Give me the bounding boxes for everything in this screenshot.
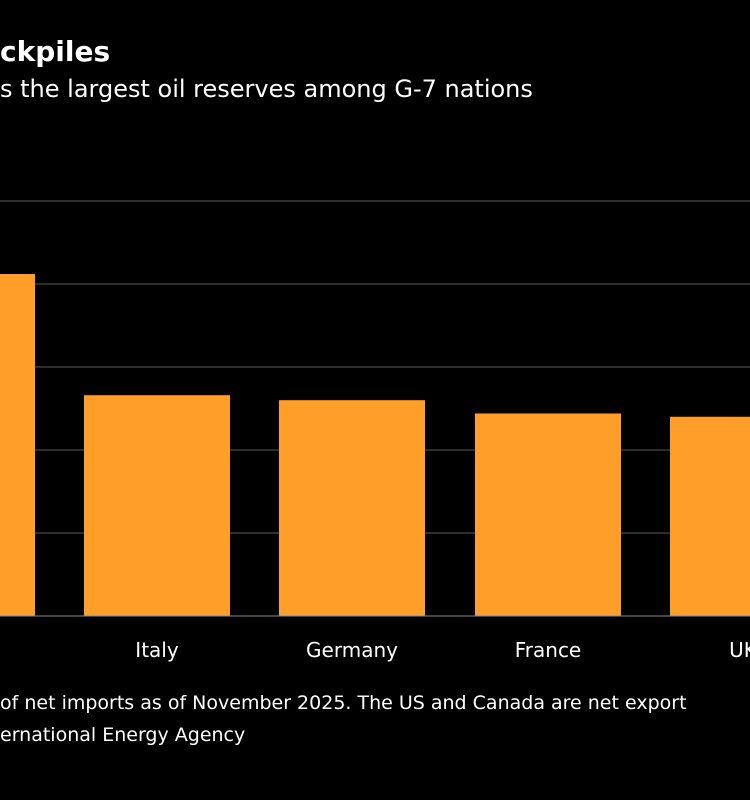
bars	[0, 274, 750, 616]
chart-source: ernational Energy Agency	[0, 724, 246, 746]
bar-first	[0, 274, 35, 616]
chart-note: of net imports as of November 2025. The …	[0, 692, 687, 714]
x-tick-labels: Italy Germany France UK	[135, 638, 750, 662]
bar-uk	[670, 416, 750, 616]
x-tick-label: France	[515, 638, 582, 662]
x-tick-label: UK	[729, 638, 750, 662]
bar-germany	[279, 400, 425, 616]
chart-subtitle: s the largest oil reserves among G-7 nat…	[0, 75, 533, 103]
x-tick-label: Germany	[306, 638, 398, 662]
chart-title: ckpiles	[0, 35, 111, 68]
bar-italy	[84, 395, 230, 616]
bar-france	[475, 413, 621, 616]
x-tick-label: Italy	[135, 638, 179, 662]
